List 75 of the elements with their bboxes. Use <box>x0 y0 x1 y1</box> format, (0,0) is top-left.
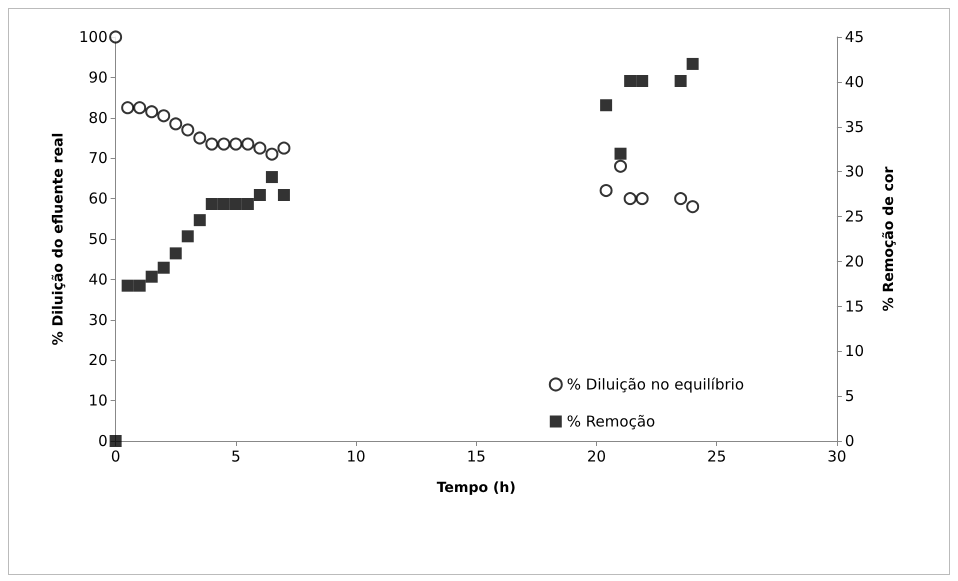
y2-tick-label: 45 <box>844 28 864 46</box>
y2-tick-label: 30 <box>844 162 864 181</box>
y2-tick-label: 25 <box>844 208 864 226</box>
y-axis-title: % Diluição do efluente real <box>50 132 67 346</box>
x-tick-label: 30 <box>827 448 846 466</box>
x-tick-label: 15 <box>466 448 486 466</box>
x-tick-label: 10 <box>346 448 366 466</box>
point <box>278 189 290 202</box>
y-tick-label: 40 <box>88 270 108 288</box>
point <box>158 262 170 274</box>
x-tick-label: 20 <box>586 448 606 466</box>
x-tick-label: 25 <box>707 448 726 466</box>
y2-tick-label: 35 <box>844 118 864 136</box>
point <box>230 198 242 210</box>
point <box>686 58 699 70</box>
point <box>242 198 254 210</box>
point <box>134 280 146 292</box>
y2-tick-label: 10 <box>844 342 864 360</box>
point <box>170 247 182 260</box>
point <box>277 142 290 155</box>
point <box>686 200 700 214</box>
point <box>636 74 648 87</box>
point <box>253 142 266 155</box>
point <box>109 30 122 44</box>
point <box>636 192 649 206</box>
point <box>121 101 134 114</box>
point <box>194 214 206 226</box>
point <box>600 184 613 198</box>
y2-tick-label: 20 <box>844 252 864 270</box>
point <box>254 189 266 202</box>
point <box>266 171 278 184</box>
legend-label: % Diluição no equilíbrio <box>566 376 744 394</box>
point <box>205 138 218 151</box>
point <box>145 105 158 118</box>
y2-tick-label: 40 <box>844 72 864 91</box>
point <box>241 138 254 151</box>
y-tick-label: 30 <box>88 310 108 329</box>
y-tick-label: 90 <box>88 68 108 86</box>
y-tick-label: 70 <box>88 149 108 168</box>
point <box>674 192 688 206</box>
point <box>182 230 194 242</box>
point <box>614 148 627 160</box>
y-tick-label: 60 <box>88 190 108 208</box>
y-tick-label: 0 <box>98 432 108 450</box>
y-tick-label: 80 <box>88 108 108 127</box>
point <box>146 270 158 283</box>
y-tick-label: 100 <box>78 28 108 46</box>
point <box>110 435 122 447</box>
y2-tick-label: 0 <box>844 432 854 450</box>
point <box>600 99 612 112</box>
point <box>229 138 242 151</box>
point <box>624 74 636 87</box>
y2-axis-title: % Remoção de cor <box>880 166 897 312</box>
point <box>122 280 134 292</box>
point <box>206 198 218 210</box>
point <box>181 123 194 136</box>
point <box>217 138 230 151</box>
point <box>157 109 170 122</box>
y2-tick-label: 5 <box>844 387 854 406</box>
x-tick-label: 5 <box>231 448 241 466</box>
y-tick-label: 50 <box>88 230 108 248</box>
point <box>218 198 230 210</box>
x-tick-label: 0 <box>110 448 120 466</box>
point <box>674 74 687 87</box>
point <box>624 192 637 206</box>
x-axis-title: Tempo (h) <box>436 480 516 496</box>
point <box>614 160 628 173</box>
legend-label: % Remoção <box>566 412 656 430</box>
point <box>265 148 278 161</box>
y-tick-label: 20 <box>88 351 108 370</box>
y2-tick-label: 15 <box>844 297 864 316</box>
y-tick-label: 10 <box>88 392 108 410</box>
point <box>133 101 146 114</box>
point <box>169 117 182 130</box>
point <box>193 132 206 144</box>
